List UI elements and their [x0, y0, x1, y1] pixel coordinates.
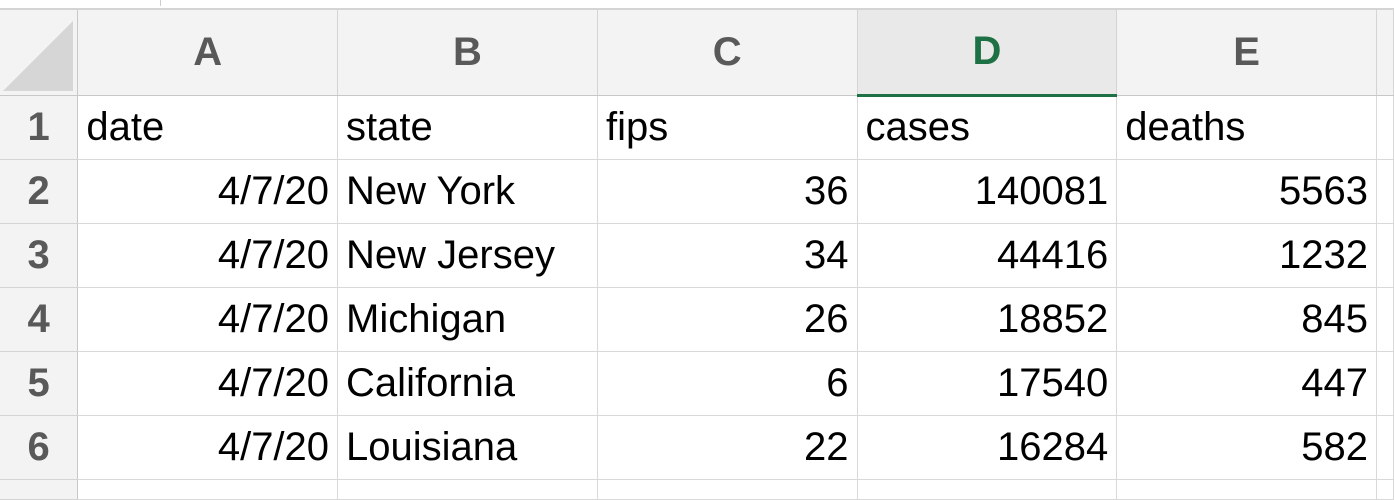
cell-e7[interactable] [1116, 479, 1377, 500]
column-header-e[interactable]: E [1116, 10, 1377, 96]
row-header-1[interactable]: 1 [0, 95, 79, 160]
cell-d6[interactable]: 16284 [857, 415, 1118, 480]
cell-c6[interactable]: 22 [597, 415, 858, 480]
cell-a4[interactable]: 4/7/20 [77, 287, 339, 352]
cell-f5[interactable] [1376, 351, 1394, 416]
cell-d3[interactable]: 44416 [857, 223, 1118, 288]
top-strip [0, 0, 1394, 10]
cell-f2[interactable] [1376, 159, 1394, 224]
column-header-f-partial[interactable] [1376, 10, 1394, 96]
cell-a6[interactable]: 4/7/20 [77, 415, 339, 480]
cell-d5[interactable]: 17540 [857, 351, 1118, 416]
table-row: 5 4/7/20 California 6 17540 447 [0, 351, 1394, 416]
cell-e6[interactable]: 582 [1116, 415, 1377, 480]
cell-f6[interactable] [1376, 415, 1394, 480]
cell-b6[interactable]: Louisiana [337, 415, 598, 480]
cell-a1[interactable]: date [77, 95, 339, 160]
cell-e3[interactable]: 1232 [1116, 223, 1377, 288]
cell-d1[interactable]: cases [857, 95, 1118, 160]
cell-a2[interactable]: 4/7/20 [77, 159, 339, 224]
column-header-row: A B C D E [0, 10, 1394, 97]
cell-f7[interactable] [1376, 479, 1394, 500]
cell-c3[interactable]: 34 [597, 223, 858, 288]
row-header-3[interactable]: 3 [0, 223, 79, 288]
row-header-7[interactable] [0, 479, 79, 500]
cell-f3[interactable] [1376, 223, 1394, 288]
cell-e5[interactable]: 447 [1116, 351, 1377, 416]
cell-e1[interactable]: deaths [1116, 95, 1377, 160]
cell-b7[interactable] [337, 479, 598, 500]
cell-c5[interactable]: 6 [597, 351, 858, 416]
cell-d4[interactable]: 18852 [857, 287, 1118, 352]
table-row: 4 4/7/20 Michigan 26 18852 845 [0, 287, 1394, 352]
cell-c1[interactable]: fips [597, 95, 858, 160]
select-all-triangle-icon [3, 20, 74, 91]
cell-a5[interactable]: 4/7/20 [77, 351, 339, 416]
column-header-d[interactable]: D [857, 10, 1118, 97]
row-header-6[interactable]: 6 [0, 415, 79, 480]
cell-b3[interactable]: New Jersey [337, 223, 598, 288]
cell-d2[interactable]: 140081 [857, 159, 1118, 224]
cell-e2[interactable]: 5563 [1116, 159, 1377, 224]
cell-b4[interactable]: Michigan [337, 287, 598, 352]
cell-a3[interactable]: 4/7/20 [77, 223, 339, 288]
table-row-partial [0, 479, 1394, 500]
cell-b5[interactable]: California [337, 351, 598, 416]
strip-divider [160, 0, 161, 6]
cell-b1[interactable]: state [337, 95, 598, 160]
cell-c2[interactable]: 36 [597, 159, 858, 224]
cell-e4[interactable]: 845 [1116, 287, 1377, 352]
column-header-c[interactable]: C [597, 10, 858, 96]
cell-d7[interactable] [857, 479, 1118, 500]
table-row: 1 date state fips cases deaths [0, 95, 1394, 160]
cell-f1[interactable] [1376, 95, 1394, 160]
row-header-4[interactable]: 4 [0, 287, 79, 352]
select-all-corner[interactable] [0, 10, 79, 96]
table-row: 6 4/7/20 Louisiana 22 16284 582 [0, 415, 1394, 480]
row-header-5[interactable]: 5 [0, 351, 79, 416]
cell-b2[interactable]: New York [337, 159, 598, 224]
column-header-a[interactable]: A [77, 10, 339, 96]
cell-a7[interactable] [77, 479, 339, 500]
table-row: 3 4/7/20 New Jersey 34 44416 1232 [0, 223, 1394, 288]
spreadsheet-grid: A B C D E 1 date state fips cases deaths… [0, 10, 1394, 500]
table-row: 2 4/7/20 New York 36 140081 5563 [0, 159, 1394, 224]
cell-c7[interactable] [597, 479, 858, 500]
row-header-2[interactable]: 2 [0, 159, 79, 224]
column-header-b[interactable]: B [337, 10, 598, 96]
cell-c4[interactable]: 26 [597, 287, 858, 352]
cell-f4[interactable] [1376, 287, 1394, 352]
